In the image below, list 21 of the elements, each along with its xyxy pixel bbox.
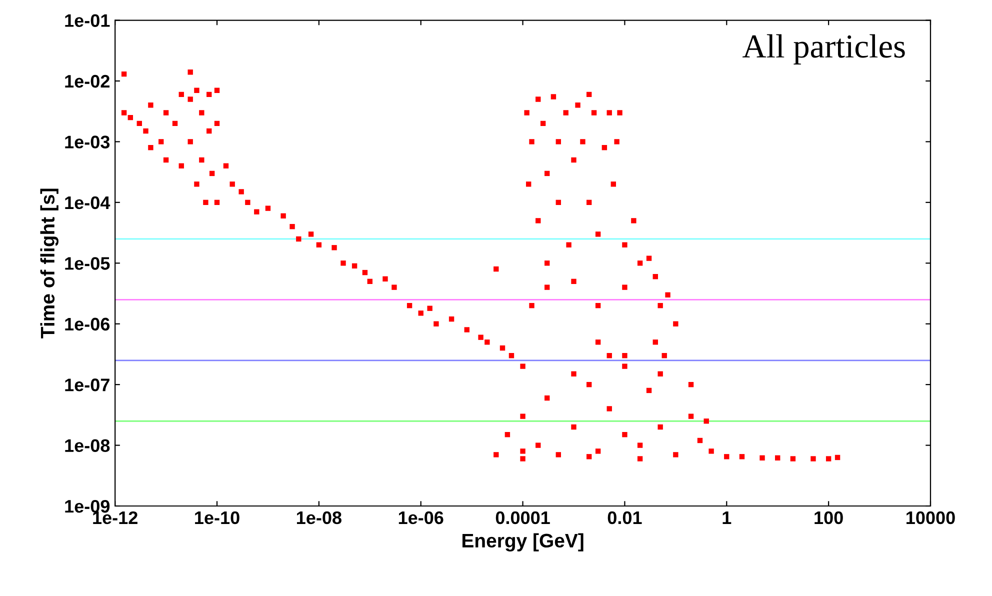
y-tick-label: 1e-04 <box>65 196 110 210</box>
y-tick-label: 1e-05 <box>65 257 110 270</box>
y-tick-label: 1e-07 <box>65 378 110 392</box>
x-tick-label: 1 <box>722 512 732 524</box>
x-axis-title: Energy [GeV] <box>462 533 584 552</box>
y-axis-title: Time of flight [s] <box>40 188 58 338</box>
y-tick-label: 1e-01 <box>65 14 110 27</box>
x-tick-label: 100 <box>814 511 843 524</box>
y-tick-label: 1e-03 <box>65 136 110 148</box>
x-tick-label: 1e-10 <box>195 511 240 524</box>
x-tick-label: 1e-08 <box>296 511 342 524</box>
x-tick-label: 1e-12 <box>93 511 138 524</box>
x-tick-label: 0.0001 <box>496 511 550 524</box>
x-tick-label: 0.01 <box>608 511 642 524</box>
y-tick-label: 1e-02 <box>65 74 110 88</box>
y-tick-label: 1e-08 <box>65 439 110 452</box>
x-tick-label: 10000 <box>906 511 955 524</box>
y-tick-label: 1e-09 <box>65 500 110 513</box>
annotation: All particles <box>742 34 905 65</box>
x-tick-label: 1e-06 <box>398 511 444 524</box>
y-tick-label: 1e-06 <box>65 318 110 331</box>
